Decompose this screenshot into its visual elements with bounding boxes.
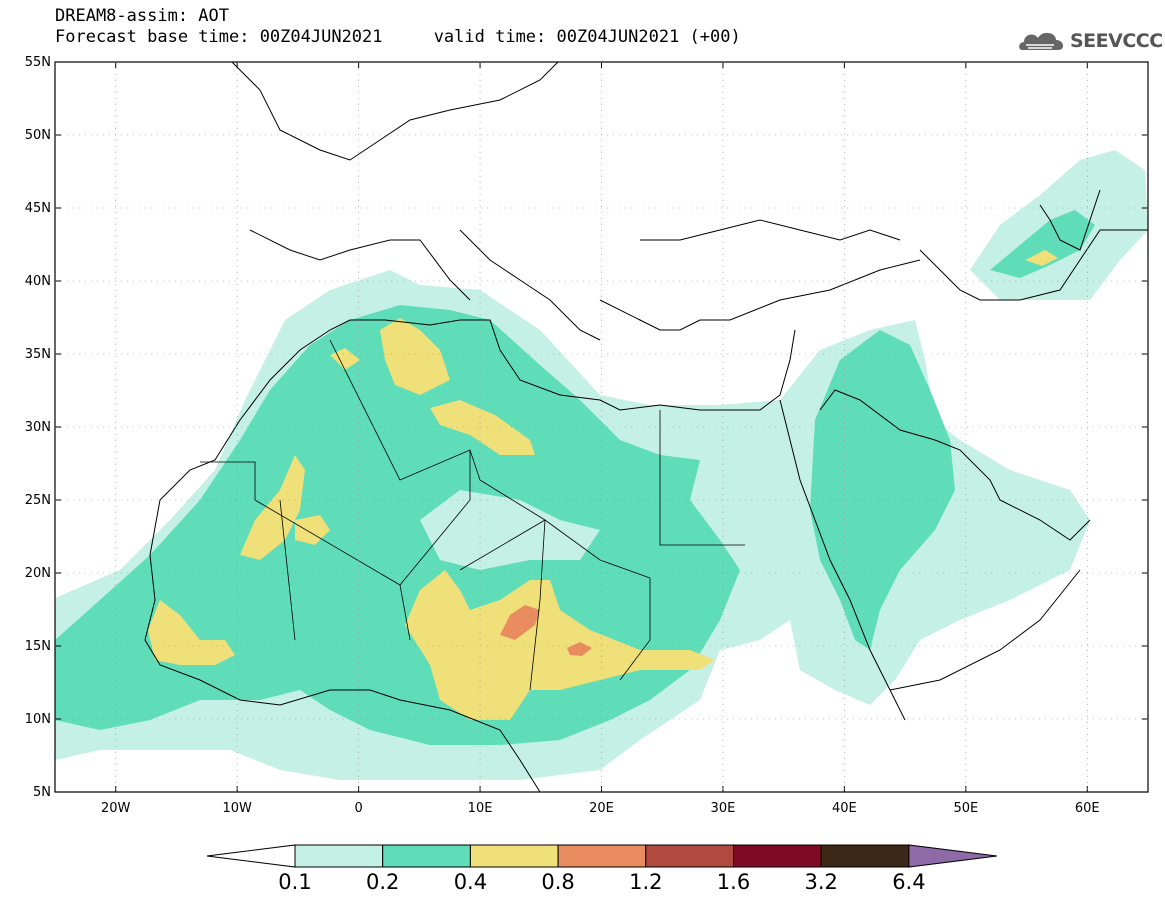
colorbar-segment: [382, 844, 471, 868]
colorbar-segment: [733, 844, 822, 868]
lat-tick-label: 35N: [25, 347, 51, 362]
coastlines: [144, 62, 1148, 792]
colorbar-level-label: 0.2: [366, 870, 399, 894]
colorbar-level-label: 3.2: [804, 870, 837, 894]
lat-tick-label: 40N: [25, 274, 51, 289]
colorbar-level-label: 0.8: [541, 870, 574, 894]
lat-tick-label: 25N: [25, 493, 51, 508]
colorbar-high-arrow: [908, 844, 997, 868]
lat-tick-label: 15N: [25, 639, 51, 654]
longitude-ticks: 20W 10W 0 10E 20E 30E 40E 50E 60E: [101, 62, 1100, 816]
forecast-time-line: Forecast base time: 00Z04JUN2021 valid t…: [55, 27, 741, 47]
colorbar-level-label: 0.1: [278, 870, 311, 894]
lat-tick-label: 20N: [25, 566, 51, 581]
lon-tick-label: 40E: [832, 801, 857, 816]
aot-shading: [55, 150, 1148, 780]
lat-tick-label: 30N: [25, 420, 51, 435]
lat-tick-label: 55N: [25, 55, 51, 70]
country-borders: [200, 339, 745, 691]
logo-text: SEEVCCC: [1070, 30, 1163, 52]
lon-tick-label: 50E: [953, 801, 978, 816]
colorbar-level-label: 0.4: [454, 870, 487, 894]
lon-tick-label: 60E: [1075, 801, 1100, 816]
lat-tick-label: 10N: [25, 712, 51, 727]
colorbar-segment: [469, 844, 559, 868]
colorbar-level-label: 6.4: [892, 870, 925, 894]
colorbar-segment: [557, 844, 647, 868]
lon-tick-label: 10E: [468, 801, 493, 816]
colorbar-level-label: 1.2: [629, 870, 662, 894]
colorbar-segment: [294, 844, 384, 868]
colorbar-segment: [645, 844, 734, 868]
cloud-logo-icon: [1019, 32, 1064, 50]
colorbar: 0.1 0.2 0.4 0.8 1.2 1.6 3.2 6.4: [206, 844, 997, 894]
lat-tick-label: 50N: [25, 128, 51, 143]
lat-tick-label: 5N: [33, 785, 51, 800]
latitude-ticks: 55N 50N 45N 40N 35N 30N 25N 20N 15N 10N 5N: [25, 55, 1148, 800]
lon-tick-label: 30E: [711, 801, 736, 816]
colorbar-segment: [820, 844, 910, 868]
lat-tick-label: 45N: [25, 201, 51, 216]
lon-tick-label: 10W: [222, 801, 252, 816]
lon-tick-label: 20E: [589, 801, 614, 816]
colorbar-low-arrow: [206, 844, 296, 868]
lon-tick-label: 0: [354, 801, 362, 816]
lon-tick-label: 20W: [101, 801, 131, 816]
colorbar-level-label: 1.6: [717, 870, 750, 894]
map-title: DREAM8-assim: AOT: [55, 6, 229, 26]
